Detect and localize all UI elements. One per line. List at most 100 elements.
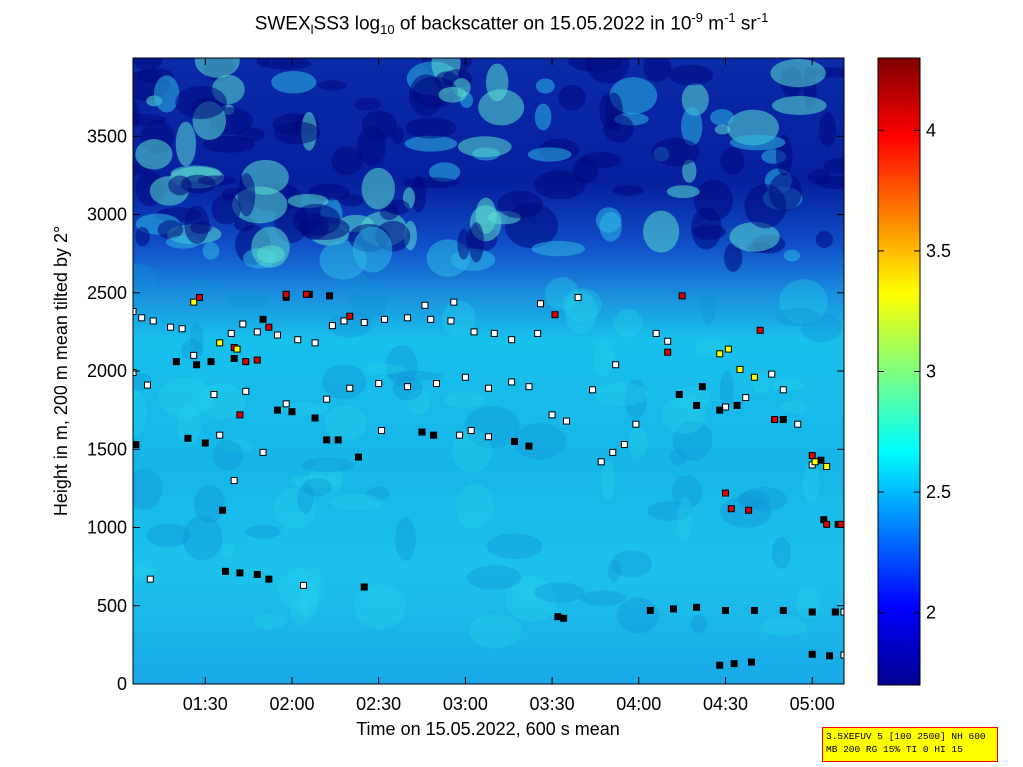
heatmap-patch xyxy=(221,543,235,560)
heatmap-patch xyxy=(796,586,821,619)
heatmap-patch xyxy=(572,156,599,184)
marker-white xyxy=(149,317,157,325)
heatmap-patch xyxy=(651,138,700,167)
heatmap-patch xyxy=(643,58,672,83)
heatmap-patch xyxy=(181,339,204,360)
heatmap-patch xyxy=(662,395,706,435)
colorbar-ticks: 2 2.5 3 3.5 4 xyxy=(878,120,951,623)
marker-white xyxy=(632,420,640,428)
marker-black xyxy=(779,606,787,614)
heatmap-patch xyxy=(253,614,287,630)
marker-white xyxy=(227,329,235,337)
heatmap-patch xyxy=(562,288,602,322)
heatmap-patch xyxy=(349,281,388,320)
heatmap-patch xyxy=(321,364,367,400)
marker-white xyxy=(427,315,435,323)
heatmap-patch xyxy=(667,64,714,86)
marker-black xyxy=(750,606,758,614)
marker-black xyxy=(716,406,724,414)
marker-white xyxy=(360,318,368,326)
marker-white xyxy=(508,336,516,344)
marker-red xyxy=(282,290,290,298)
heatmap-patch xyxy=(309,459,343,496)
heatmap-patch xyxy=(681,83,709,116)
marker-red xyxy=(664,348,672,356)
heatmap-patch xyxy=(237,173,256,217)
heatmap-patch xyxy=(361,110,397,141)
heatmap-patch xyxy=(729,134,786,151)
x-tick-label: 04:30 xyxy=(703,694,748,714)
marker-black xyxy=(311,414,319,422)
marker-yellow xyxy=(724,345,732,353)
heatmap-patch xyxy=(292,203,341,237)
marker-black xyxy=(354,453,362,461)
heatmap-patch xyxy=(692,224,727,240)
heatmap-patch xyxy=(681,106,703,146)
heatmap-patch xyxy=(478,89,525,126)
marker-black xyxy=(430,431,438,439)
heatmap-patch xyxy=(330,494,384,511)
marker-red xyxy=(302,290,310,298)
marker-black xyxy=(808,650,816,658)
heatmap-patch xyxy=(672,420,713,461)
marker-black xyxy=(133,441,140,449)
heatmap-patch xyxy=(783,249,801,262)
marker-black xyxy=(172,358,180,366)
heatmap-patch xyxy=(564,290,598,334)
colorbar-gradient xyxy=(878,58,920,685)
heatmap-patch xyxy=(133,390,147,436)
heatmap-patch xyxy=(354,584,406,630)
heatmap-patch xyxy=(428,162,461,182)
heatmap-patch xyxy=(772,537,792,569)
y-tick-label: 0 xyxy=(117,674,127,694)
heatmap-patch xyxy=(803,460,820,504)
heatmap-patch xyxy=(273,121,321,145)
x-tick-label: 05:00 xyxy=(790,694,835,714)
heatmap-patch xyxy=(366,486,390,501)
marker-black xyxy=(207,358,215,366)
marker-black xyxy=(334,436,342,444)
heatmap-patch xyxy=(468,222,484,263)
heatmap-patch xyxy=(362,363,406,375)
heatmap-patch xyxy=(772,96,827,116)
heatmap-patch xyxy=(198,383,246,420)
heatmap-patch xyxy=(290,597,310,626)
marker-yellow xyxy=(750,373,758,381)
colorbar-tick-label: 3 xyxy=(926,362,936,382)
marker-black xyxy=(193,361,201,369)
marker-white xyxy=(779,386,787,394)
colorbar-tick-label: 2 xyxy=(926,603,936,623)
heatmap-patch xyxy=(723,243,743,272)
marker-white xyxy=(216,431,224,439)
heatmap-patch xyxy=(612,185,644,196)
x-tick-label: 04:00 xyxy=(616,694,661,714)
marker-black xyxy=(560,614,568,622)
marker-white xyxy=(282,400,290,408)
marker-black xyxy=(288,408,296,416)
heatmap-patch xyxy=(385,345,418,387)
heatmap-patch xyxy=(220,439,254,453)
marker-black xyxy=(779,416,787,424)
colorbar-tick-label: 3.5 xyxy=(926,241,951,261)
marker-yellow xyxy=(233,345,241,353)
marker-white xyxy=(563,417,571,425)
x-tick-label: 02:00 xyxy=(269,694,314,714)
marker-black xyxy=(360,583,368,591)
x-tick-label: 02:30 xyxy=(356,694,401,714)
marker-white xyxy=(574,293,582,301)
heatmap-patch xyxy=(441,300,476,336)
marker-yellow xyxy=(190,298,198,306)
marker-black xyxy=(733,401,741,409)
marker-black xyxy=(184,434,192,442)
chart-title: SWEXlSS3 log10 of backscatter on 15.05.2… xyxy=(254,10,769,38)
heatmap-patch xyxy=(133,468,163,511)
marker-white xyxy=(274,331,282,339)
heatmap-patch xyxy=(533,170,586,200)
heatmap-patch xyxy=(324,404,367,441)
heatmap-patch xyxy=(682,159,697,183)
y-axis: 0 500 1000 1500 2000 2500 3000 3500 xyxy=(87,126,844,694)
heatmap-patch xyxy=(774,307,821,327)
marker-white xyxy=(133,369,137,377)
heatmap-patch xyxy=(404,135,458,152)
x-tick-label: 03:30 xyxy=(530,694,575,714)
